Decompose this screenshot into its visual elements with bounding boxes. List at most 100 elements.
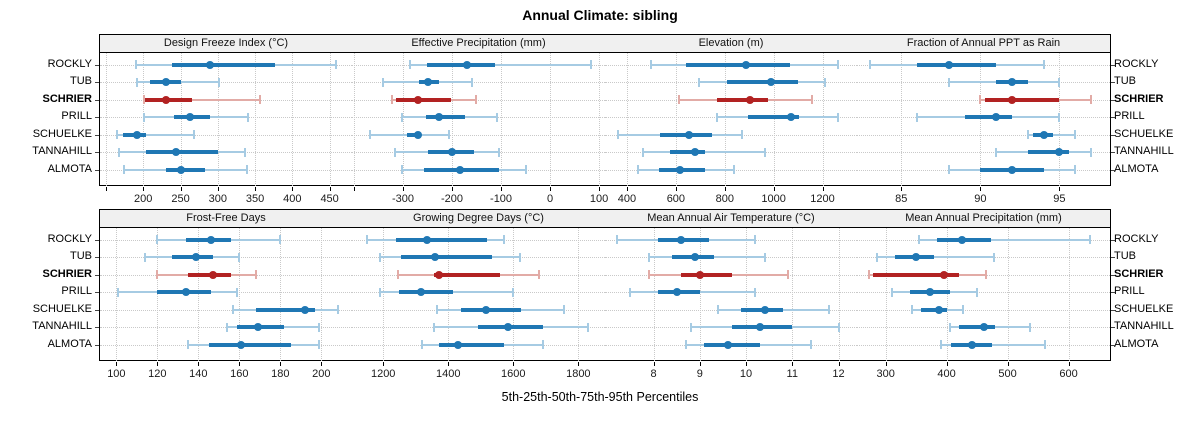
- vertical-gridline: [157, 228, 159, 361]
- cap-95th: [245, 165, 248, 174]
- cap-5th: [890, 287, 893, 297]
- cap-95th: [828, 305, 831, 314]
- tick-label: 1400: [436, 368, 461, 380]
- vertical-gridline: [383, 228, 385, 361]
- median-dot: [431, 253, 440, 261]
- plot-area: [95, 228, 352, 361]
- range-25th-75th: [1027, 150, 1069, 154]
- tick-mark: [501, 187, 503, 191]
- tick-label: 350: [245, 193, 265, 205]
- median-dot: [677, 235, 686, 244]
- tick-mark: [513, 362, 515, 366]
- cap-95th: [1058, 112, 1061, 122]
- median-dot: [912, 253, 921, 261]
- cap-5th: [939, 340, 942, 349]
- tick-mark: [946, 362, 948, 366]
- median-dot: [132, 130, 141, 139]
- range-25th-75th: [396, 237, 488, 242]
- cap-5th: [187, 340, 190, 349]
- cap-5th: [142, 112, 145, 122]
- row-tick-left: [95, 152, 99, 153]
- row-tick-left: [95, 64, 99, 66]
- cap-5th: [647, 252, 650, 262]
- cap-95th: [496, 112, 499, 122]
- site-label-right: SCHUELKE: [1114, 302, 1174, 315]
- site-label-left: ALMOTA: [47, 337, 92, 350]
- range-5th-95th: [117, 133, 194, 136]
- site-label-right: PRILL: [1114, 285, 1145, 297]
- cap-5th: [875, 252, 878, 262]
- tick-label: 1200: [370, 368, 396, 380]
- tick-label: 120: [148, 368, 167, 380]
- cap-5th: [435, 305, 438, 314]
- tick-mark: [980, 187, 982, 191]
- row-tick-right: [1111, 344, 1115, 346]
- cap-5th: [122, 165, 125, 174]
- site-label-right: SCHRIER: [1114, 267, 1164, 280]
- cap-5th: [400, 112, 403, 122]
- tick-mark: [321, 362, 323, 366]
- range-25th-75th: [670, 150, 706, 154]
- vertical-gridline: [116, 228, 118, 361]
- median-dot: [723, 340, 732, 349]
- range-25th-75th: [401, 255, 493, 259]
- tick-label: 250: [171, 193, 190, 205]
- cap-95th: [740, 130, 743, 139]
- cap-95th: [524, 165, 527, 174]
- chart-title: Annual Climate: sibling: [522, 7, 678, 23]
- cap-5th: [378, 287, 381, 297]
- range-25th-75th: [461, 307, 522, 312]
- vertical-gridline: [653, 228, 655, 361]
- range-25th-75th: [146, 150, 218, 154]
- cap-95th: [335, 60, 338, 69]
- tick-mark: [838, 362, 840, 366]
- row-tick-right: [1111, 327, 1115, 328]
- cap-95th: [962, 305, 965, 314]
- cap-95th: [837, 60, 840, 69]
- tick-label: 90: [974, 193, 987, 205]
- cap-95th: [502, 235, 505, 244]
- row-tick-left: [95, 99, 99, 101]
- vertical-gridline: [217, 53, 219, 186]
- range-25th-75th: [438, 342, 504, 347]
- row-tick-left: [95, 134, 99, 136]
- tick-mark: [402, 187, 404, 191]
- range-25th-75th: [433, 272, 501, 277]
- cap-95th: [1043, 340, 1046, 349]
- median-dot: [413, 130, 422, 139]
- median-dot: [237, 340, 246, 349]
- panel: Design Freeze Index (°C) 200 250 300 350 400 4…: [95, 34, 353, 205]
- tick-label: 600: [1059, 368, 1078, 380]
- cap-95th: [1058, 77, 1061, 87]
- vertical-gridline: [402, 53, 404, 186]
- tick-label: -300: [391, 193, 414, 205]
- site-label-left: SCHUELKE: [32, 127, 92, 140]
- median-dot: [192, 253, 201, 261]
- vertical-gridline: [746, 228, 748, 361]
- site-label-left: SCHRIER: [42, 267, 92, 280]
- vertical-gridline: [1068, 228, 1070, 361]
- tick-label: 85: [895, 193, 908, 205]
- cap-5th: [641, 147, 644, 157]
- cap-95th: [258, 95, 261, 104]
- range-25th-75th: [426, 115, 466, 119]
- row-tick-right: [1111, 239, 1115, 241]
- tick-mark: [550, 187, 552, 191]
- panel-strip-title: Effective Precipitation (mm): [352, 35, 605, 53]
- site-label-right: SCHUELKE: [1114, 127, 1174, 140]
- tick-label: 1000: [761, 193, 786, 205]
- cap-95th: [1090, 95, 1093, 104]
- tick-label: 100: [589, 193, 609, 205]
- cap-95th: [1029, 322, 1032, 332]
- cap-95th: [318, 340, 321, 349]
- vertical-gridline: [180, 53, 182, 186]
- site-label-right: SCHRIER: [1114, 92, 1164, 105]
- cap-5th: [369, 130, 372, 139]
- plot-area: [352, 228, 605, 361]
- panel: Growing Degree Days (°C) 1200 1400 1600 1800: [352, 209, 606, 380]
- row-tick-right: [1111, 169, 1115, 171]
- cap-5th: [947, 77, 950, 87]
- cap-5th: [910, 305, 913, 314]
- range-25th-75th: [716, 97, 768, 102]
